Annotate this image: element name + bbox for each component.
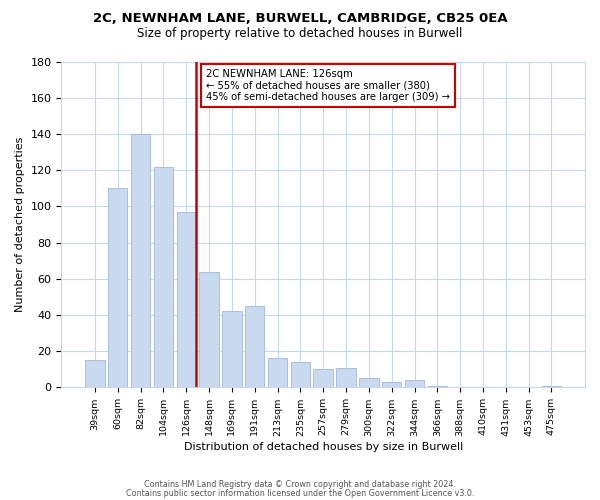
Text: Size of property relative to detached houses in Burwell: Size of property relative to detached ho… <box>137 28 463 40</box>
Y-axis label: Number of detached properties: Number of detached properties <box>15 137 25 312</box>
Bar <box>222 312 242 388</box>
Bar <box>176 212 196 388</box>
Bar <box>131 134 150 388</box>
Bar <box>382 382 401 388</box>
X-axis label: Distribution of detached houses by size in Burwell: Distribution of detached houses by size … <box>184 442 463 452</box>
Bar <box>245 306 265 388</box>
Bar <box>154 166 173 388</box>
Bar <box>428 386 447 388</box>
Bar <box>199 272 219 388</box>
Text: 2C NEWNHAM LANE: 126sqm
← 55% of detached houses are smaller (380)
45% of semi-d: 2C NEWNHAM LANE: 126sqm ← 55% of detache… <box>206 68 449 102</box>
Bar <box>337 368 356 388</box>
Bar <box>268 358 287 388</box>
Text: Contains HM Land Registry data © Crown copyright and database right 2024.: Contains HM Land Registry data © Crown c… <box>144 480 456 489</box>
Bar <box>359 378 379 388</box>
Bar <box>313 370 333 388</box>
Bar <box>542 386 561 388</box>
Bar <box>108 188 127 388</box>
Bar <box>85 360 104 388</box>
Text: Contains public sector information licensed under the Open Government Licence v3: Contains public sector information licen… <box>126 488 474 498</box>
Bar <box>405 380 424 388</box>
Text: 2C, NEWNHAM LANE, BURWELL, CAMBRIDGE, CB25 0EA: 2C, NEWNHAM LANE, BURWELL, CAMBRIDGE, CB… <box>92 12 508 26</box>
Bar <box>290 362 310 388</box>
